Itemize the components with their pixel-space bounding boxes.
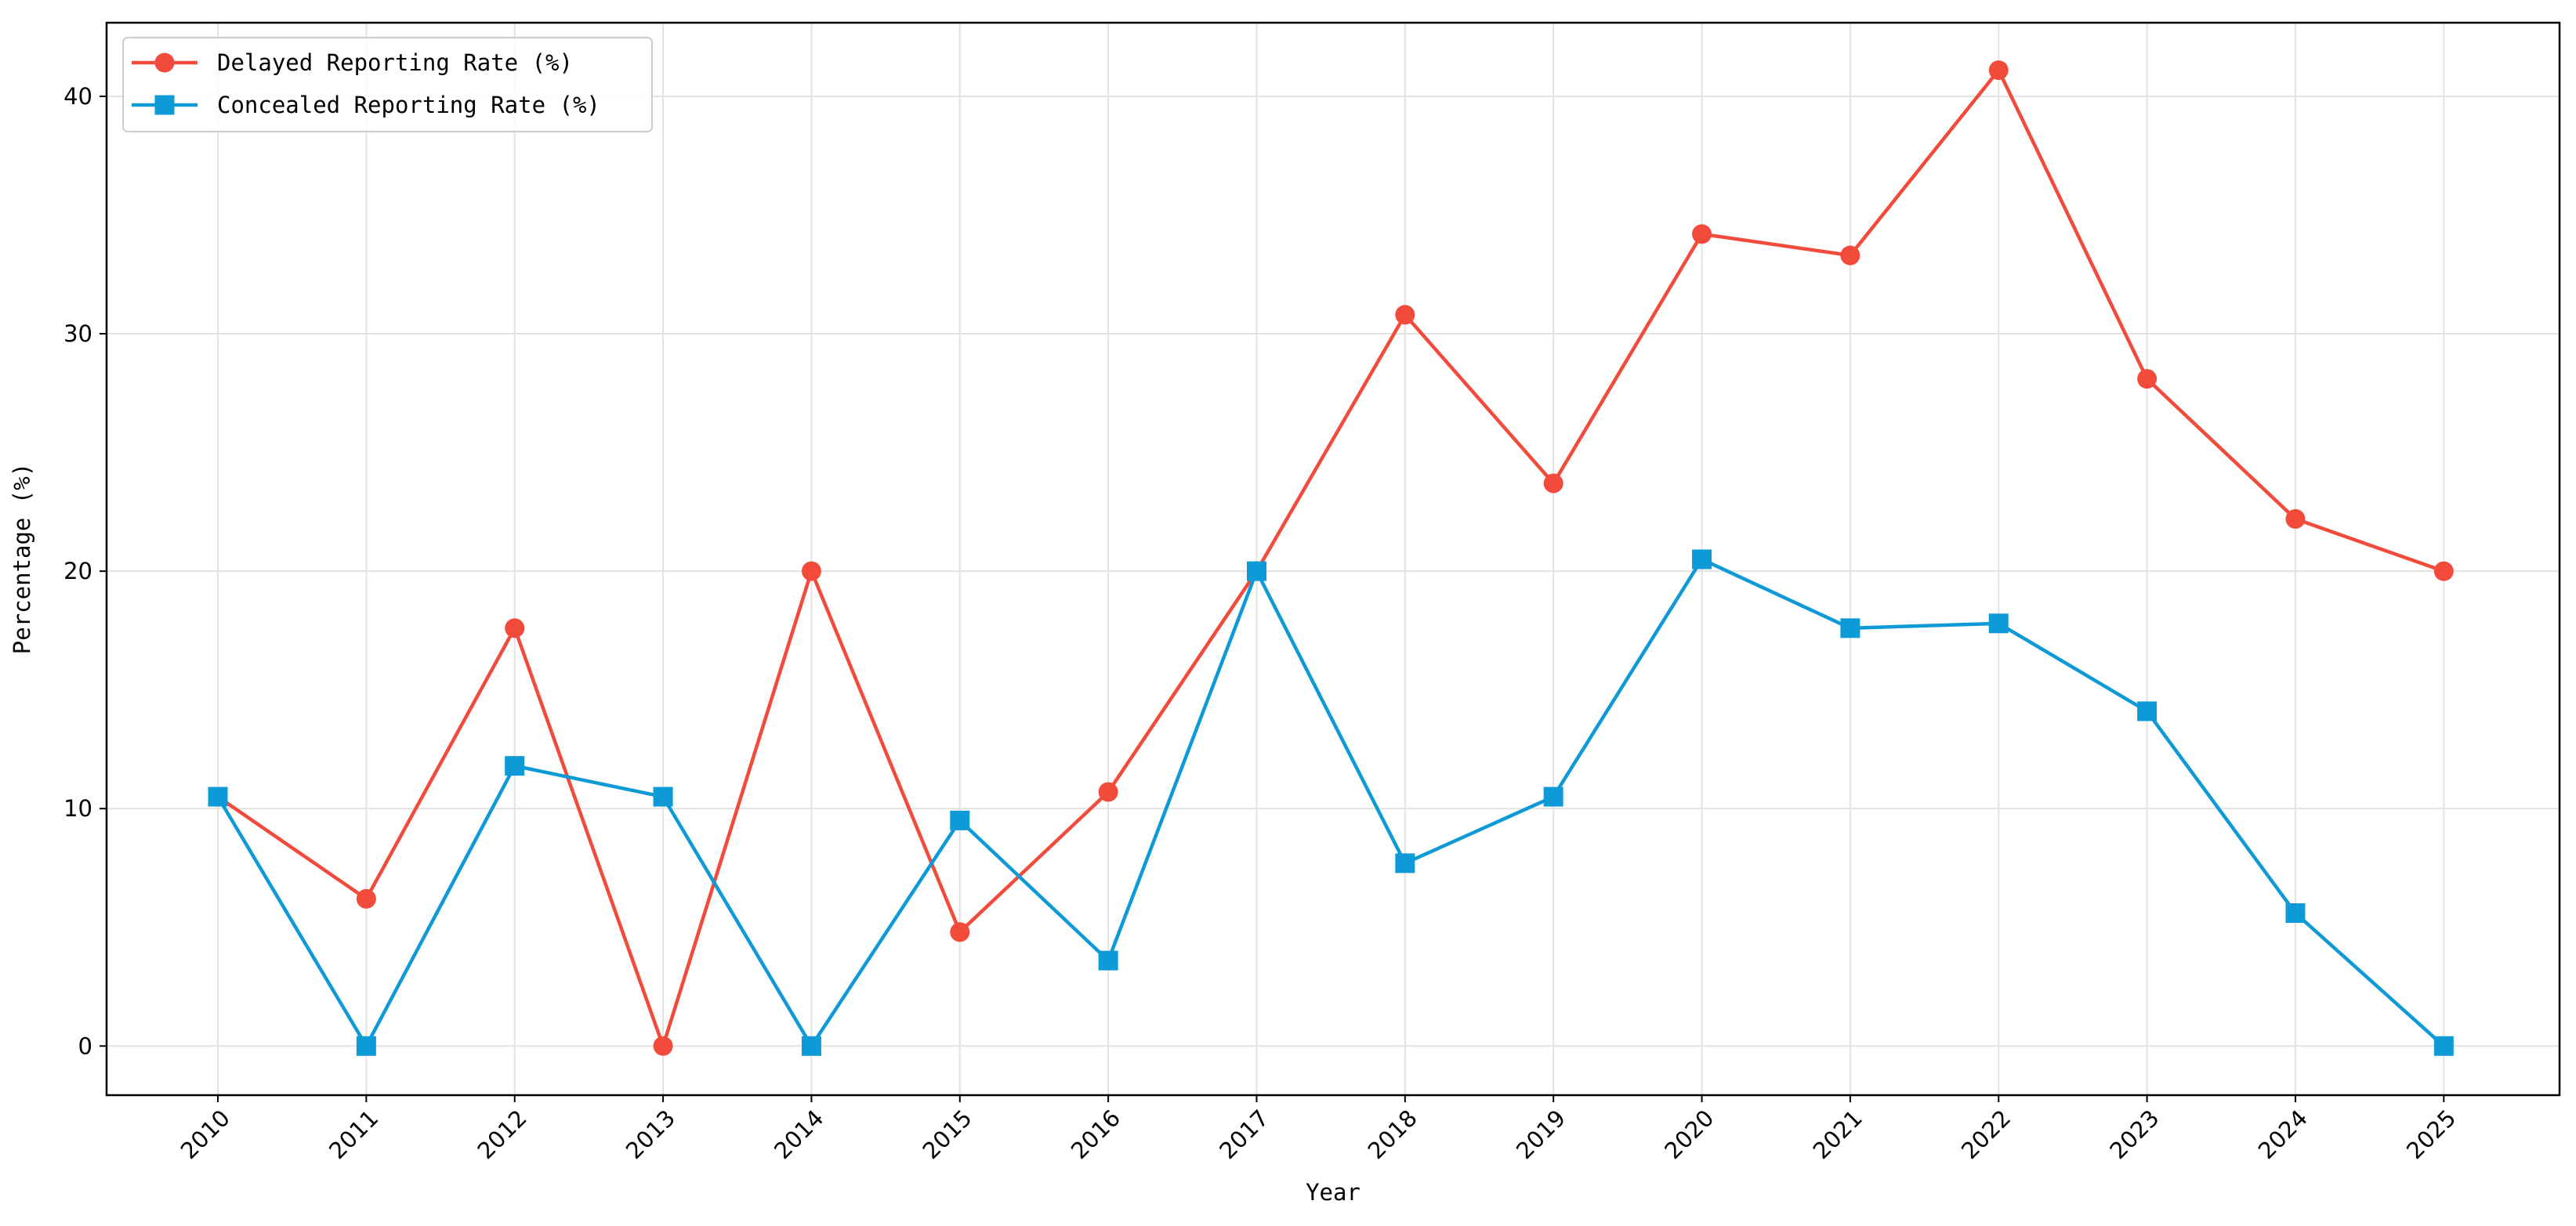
x-tick-label: 2011 [324, 1105, 383, 1164]
data-point [1988, 613, 2009, 634]
grid [107, 23, 2560, 1095]
data-point [2137, 369, 2158, 389]
series-line [216, 557, 2445, 1048]
x-tick-label: 2012 [473, 1105, 532, 1164]
legend: Delayed Reporting Rate (%) Concealed Repo… [122, 37, 653, 132]
data-point [2433, 561, 2454, 581]
x-tick-label: 2021 [1808, 1105, 1868, 1164]
x-tick-label: 2017 [1214, 1105, 1274, 1164]
axes: 0 10 20 30 40 2010 2011 2012 2013 2014 2015 2016 201… [63, 83, 2461, 1164]
y-tick-label: 30 [63, 320, 92, 347]
y-tick-label: 40 [63, 83, 92, 110]
y-axis-label: Percentage (%) [9, 463, 35, 654]
x-tick-label: 2014 [769, 1105, 828, 1164]
x-tick-label: 2024 [2253, 1105, 2313, 1164]
data-point [1395, 305, 1415, 325]
data-point [653, 1036, 673, 1056]
x-tick-label: 2019 [1511, 1105, 1571, 1164]
data-point [505, 756, 525, 776]
x-tick-label: 2010 [176, 1105, 235, 1164]
x-tick-label: 2016 [1066, 1105, 1125, 1164]
data-point [950, 810, 970, 830]
data-point [2285, 508, 2306, 529]
x-axis-label: Year [1306, 1179, 1360, 1206]
data-point [1692, 224, 1712, 244]
legend-label: Delayed Reporting Rate (%) [217, 49, 573, 76]
y-tick-label: 10 [63, 795, 92, 822]
x-tick-label: 2015 [918, 1105, 977, 1164]
data-point [2285, 903, 2306, 924]
data-point [1543, 473, 1563, 494]
data-point [801, 1036, 821, 1056]
data-point [1543, 787, 1563, 807]
x-tick-label: 2022 [1956, 1105, 2016, 1164]
data-point [505, 618, 525, 638]
x-tick-label: 2013 [621, 1105, 680, 1164]
data-point [653, 787, 673, 807]
data-point [801, 561, 821, 581]
legend-box [122, 37, 653, 132]
x-tick-label: 2018 [1363, 1105, 1422, 1164]
data-point [1692, 549, 1712, 570]
x-tick-label: 2023 [2104, 1105, 2164, 1164]
data-point [1988, 60, 2009, 81]
data-point [208, 787, 228, 807]
series-line [216, 68, 2445, 1048]
y-tick-label: 0 [78, 1033, 92, 1059]
legend-marker [154, 52, 175, 73]
data-point [1840, 618, 1860, 638]
legend-label: Concealed Reporting Rate (%) [217, 92, 600, 118]
data-point [1246, 561, 1266, 581]
data-point [1395, 853, 1415, 873]
data-point [2433, 1036, 2454, 1056]
data-point [1840, 245, 1860, 266]
x-tick-label: 2020 [1659, 1105, 1719, 1164]
data-point [356, 888, 376, 909]
y-tick-label: 20 [63, 558, 92, 584]
data-point [1098, 950, 1118, 971]
legend-marker [154, 95, 175, 115]
data-point [356, 1036, 376, 1056]
x-tick-label: 2025 [2401, 1105, 2461, 1164]
data-point [2137, 701, 2158, 721]
plot [208, 60, 2454, 1056]
plot-frame [105, 21, 2561, 1097]
data-point [1098, 782, 1118, 802]
data-point [950, 922, 970, 942]
